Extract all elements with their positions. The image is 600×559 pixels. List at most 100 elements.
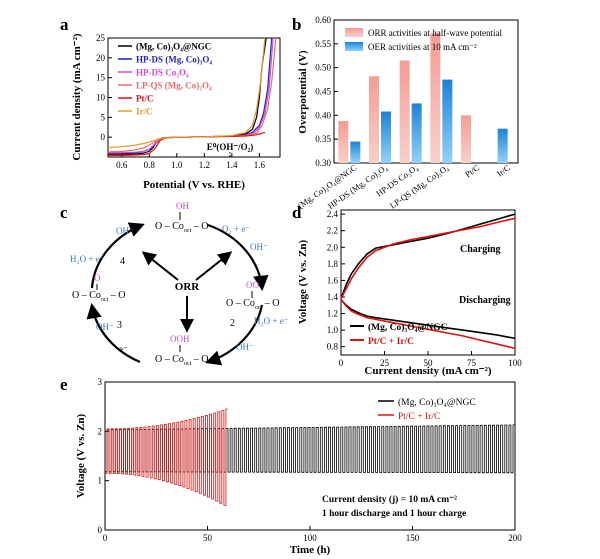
panel-e-legend-ptc: Pt/C + Ir/C [398, 412, 440, 422]
panel-a-ylabel: Current density (mA cm⁻²) [71, 33, 83, 160]
panel-d-series-3 [340, 299, 516, 350]
xtick-label: 25 [380, 358, 390, 368]
panel-c-letter: c [60, 203, 68, 222]
ytick-label: 2.4 [327, 209, 339, 219]
panel-a-yticks: 0 5 10 15 20 25 [96, 33, 112, 142]
panel-a-legend-entry: Pt/C [136, 94, 154, 104]
xtick-label: 0.6 [116, 160, 128, 170]
panel-a-letter: a [60, 15, 69, 34]
panel-d-series-2 [340, 298, 516, 340]
panel-a-legend-entry: HP-DS (Mg, Co)₃O₄ [136, 55, 212, 65]
xtick-label: 1.0 [171, 160, 183, 170]
xtick-label: 1.6 [254, 160, 266, 170]
panel-a-legend-entry: HP-DS Co₃O₄ [136, 68, 189, 78]
panel-e-series-0 [105, 424, 515, 474]
panel-d-yticks: 0.8 1.0 1.2 1.4 1.6 1.8 2.0 2.2 2.4 [327, 209, 345, 352]
panel-d-lines [340, 213, 516, 350]
panel-d-xlabel: Current density (mA cm⁻²) [364, 365, 491, 377]
ytick-label: 25 [96, 33, 106, 43]
xtick-label: 100 [508, 358, 522, 368]
panel-c-right-chain: O – Co [226, 298, 255, 309]
ytick-label: 1.0 [327, 325, 339, 335]
panel-b-bar-orr [338, 121, 349, 163]
panel-c-left-oct: oct [101, 297, 109, 303]
ytick-label: 2 [98, 426, 103, 436]
ytick-label: 3 [98, 377, 103, 387]
panel-a-annotation: E⁰(OH⁻/O₂) [207, 142, 254, 152]
ytick-label: 0.60 [315, 15, 331, 25]
panel-c-s3-in: OH⁻ [96, 322, 114, 332]
ytick-label: 0.30 [315, 158, 331, 168]
panel-b-yticks: 0.30 0.35 0.40 0.45 0.50 0.55 0.60 [315, 15, 338, 168]
panel-b-bar-orr [430, 33, 441, 164]
panel-e-note-2: 1 hour discharge and 1 hour charge [322, 509, 466, 519]
panel-c-top-sub: OH [176, 201, 189, 211]
ytick-label: 1.6 [327, 275, 339, 285]
panel-c-center-label: ORR [175, 281, 201, 293]
ytick-label: 0.40 [315, 110, 331, 120]
svg-text:O – Cooct – O: O – Cooct – O [226, 298, 279, 311]
panel-c-top-tail: – O [191, 221, 208, 232]
panel-d-series-0 [340, 213, 516, 299]
panel-e-note-1: Current density (j) = 10 mA cm⁻² [322, 494, 457, 505]
ytick-label: 2.0 [327, 242, 339, 252]
ytick-label: 0.50 [315, 63, 331, 73]
xtick-label: 1.4 [226, 160, 238, 170]
panel-c-step-3: 3 [117, 320, 122, 331]
panel-b-ylabel: Overpotential (V) [297, 50, 309, 134]
panel-b-category-label: Ir/C [495, 162, 512, 178]
ytick-label: 1.2 [327, 309, 338, 319]
panel-c-left-sub: O [94, 273, 101, 283]
ytick-label: 0.8 [327, 342, 339, 352]
panel-a-xlabel: Potential (V vs. RHE) [143, 179, 245, 191]
panel-e-legend-ngc: (Mg, Co)₃O₄@NGC [398, 397, 476, 408]
xtick-label: 0.8 [144, 160, 156, 170]
panel-c-left-chain: O – Co [72, 290, 101, 301]
ytick-label: 10 [96, 93, 106, 103]
panel-d-charging-label: Charging [460, 244, 501, 255]
panel-b-legend-oer: OER activities at 10 mA cm⁻² [368, 42, 477, 52]
ytick-label: 15 [96, 73, 106, 83]
ytick-label: 1.8 [327, 259, 339, 269]
panel-a-lines [107, 37, 277, 156]
panel-b-letter: b [292, 15, 301, 34]
ytick-label: 1 [98, 476, 103, 486]
svg-text:O – Cooct – O: O – Cooct – O [72, 290, 125, 303]
panel-c-s3-out: e⁻ [119, 344, 128, 354]
xtick-label: 200 [508, 533, 522, 543]
panel-c-right-tail: – O [262, 298, 279, 309]
ytick-label: 0.55 [315, 39, 331, 49]
panel-c-bottom-sub: OOH [170, 334, 190, 344]
xtick-label: 1.2 [199, 160, 210, 170]
panel-c-bottom-oct: oct [184, 361, 192, 367]
panel-c-s1-in: O₂ + e⁻ [222, 224, 250, 234]
panel-a-series-5 [107, 37, 266, 149]
panel-c-left-tail: – O [108, 290, 125, 301]
panel-e-xlabel: Time (h) [290, 544, 331, 556]
panel-d-discharging-label: Discharging [459, 295, 511, 306]
panel-e-xticks: 0 50 100 150 200 [103, 526, 522, 543]
panel-d-letter: d [292, 203, 302, 222]
panel-b-category-label: LP-QS (Mg, Co)₃O₄ [388, 162, 451, 210]
panel-c-s2-out: OH⁻ [236, 342, 254, 352]
ytick-label: 1.4 [327, 292, 339, 302]
panel-d-legend-ptc: Pt/C + Ir/C [368, 337, 414, 347]
xtick-label: 150 [406, 533, 420, 543]
ytick-label: 5 [101, 112, 106, 122]
panel-a-legend-entry: Ir/C [136, 107, 153, 117]
panel-a-legend: (Mg, Co)₃O₄@NGC HP-DS (Mg, Co)₃O₄ HP-DS Co… [118, 42, 212, 117]
panel-c-step-2: 2 [230, 318, 235, 329]
panel-c-step-1: 1 [220, 254, 225, 265]
panel-b-bar-orr [399, 60, 410, 164]
panel-d-series-1 [340, 217, 516, 300]
panel-c-top-chain: O – Co [155, 221, 184, 232]
xtick-label: 75 [467, 358, 477, 368]
panel-c-top-oct: oct [184, 228, 192, 234]
panel-d-xticks: 0 25 50 75 100 [339, 351, 522, 368]
panel-b-bar-orr [461, 115, 471, 163]
panel-c-right-oct: oct [255, 305, 263, 311]
ytick-label: 20 [96, 53, 106, 63]
panel-c-step-4: 4 [120, 256, 125, 267]
ytick-label: 0.35 [315, 134, 331, 144]
